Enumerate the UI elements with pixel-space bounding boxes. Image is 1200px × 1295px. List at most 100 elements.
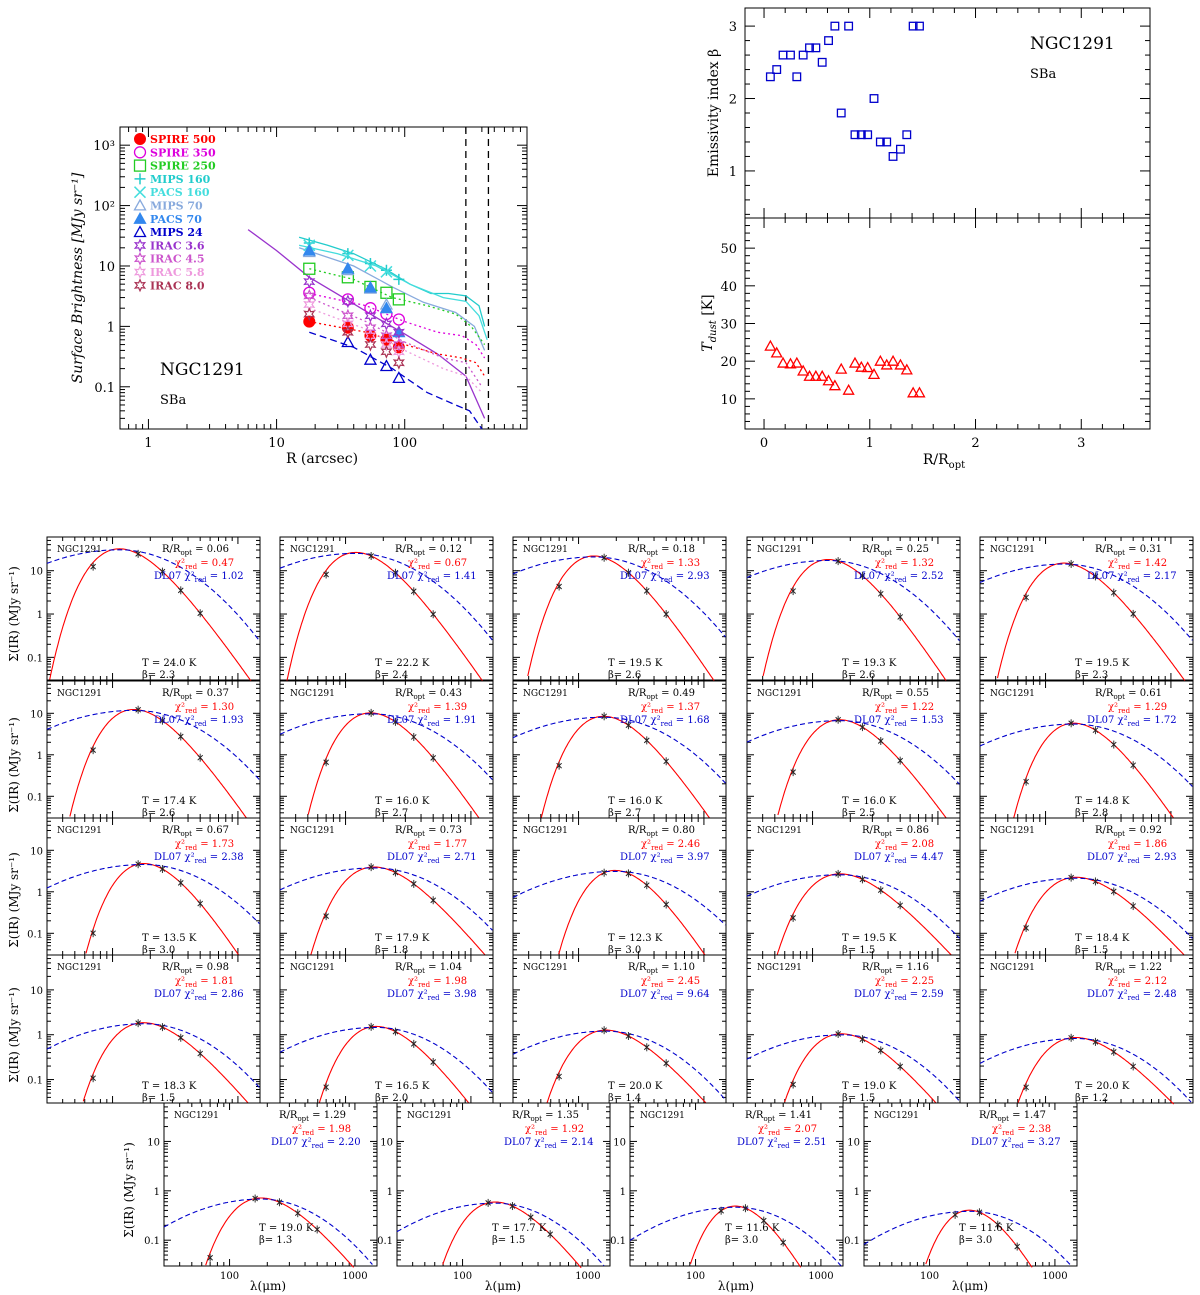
x-tick-label: 1000 (808, 1271, 833, 1282)
sed-xlabel-3: λ(μm) (718, 1279, 754, 1293)
sed-data-point (663, 1060, 670, 1067)
y-tick-label: 1 (37, 610, 43, 621)
sed-temperature-label: T = 22.2 K (375, 658, 430, 669)
sed-data-point (159, 1024, 166, 1030)
y-tick-label: 1 (854, 1187, 860, 1198)
sed-data-point (897, 614, 904, 620)
sed-data-point (1110, 741, 1117, 748)
sed-data-point (790, 915, 796, 921)
tdust-frame (744, 217, 1151, 430)
sed-beta-label: β= 3.0 (725, 1235, 758, 1246)
profile-point (392, 371, 406, 384)
sed-temperature-label: T = 17.7 K (492, 1223, 547, 1234)
sed-beta-label: β= 1.3 (259, 1235, 292, 1246)
profile-point (302, 243, 316, 256)
sed-chi-dl07-label: DL07 χ²red = 3.97 (620, 852, 710, 865)
tdust-point (816, 369, 829, 381)
profile-point (341, 293, 355, 306)
sed-galaxy-label: NGC1291 (57, 689, 102, 699)
sed-frame (512, 954, 727, 1104)
sed-galaxy-label: NGC1291 (57, 545, 102, 555)
sed-beta-label: β= 2.5 (842, 808, 875, 819)
sed-data-point (392, 569, 399, 576)
y-tick-label: 30 (720, 318, 737, 333)
sed-frame (746, 680, 961, 819)
x-tick-label: 1000 (1042, 1271, 1067, 1282)
mbb-fit-curve (762, 559, 947, 681)
sed-data-point (643, 1044, 650, 1051)
tdust-point (784, 357, 797, 369)
y-tick-label: 0.1 (94, 381, 115, 396)
tdust-point (900, 363, 913, 375)
tdust-point (770, 346, 783, 358)
sed-chi-dl07-label: DL07 χ²red = 2.38 (154, 852, 244, 865)
tdust-point (835, 362, 848, 374)
sed-data-point (601, 1027, 607, 1034)
sed-data-point (90, 1075, 96, 1082)
sed-temperature-label: T = 11.6 K (725, 1223, 780, 1234)
sed-data-point (1092, 1039, 1099, 1045)
sed-beta-label: β= 1.2 (1075, 1093, 1108, 1104)
legend-label: MIPS 24 (150, 226, 203, 239)
dl07-fit-curve (279, 867, 493, 931)
sed-radius-label: R/Ropt = 1.16 (862, 962, 929, 975)
sed-temperature-label: T = 12.3 K (608, 933, 663, 944)
sed-radius-label: R/Ropt = 0.92 (1095, 825, 1162, 838)
x-tick-label: 10 (268, 436, 285, 451)
tdust-point (776, 356, 790, 368)
dl07-fit-curve (512, 870, 726, 926)
sed-galaxy-label: NGC1291 (174, 1111, 219, 1121)
legend-label: IRAC 4.5 (150, 253, 205, 266)
sed-galaxy-label: NGC1291 (874, 1111, 919, 1121)
sed-data-point (1110, 1049, 1117, 1055)
sed-data-point (323, 571, 329, 578)
beta-point (786, 50, 795, 60)
sed-data-point (556, 762, 562, 769)
sed-data-point (663, 901, 670, 908)
profile-xlabel: R (arcsec) (286, 451, 358, 467)
y-tick-label: 1 (37, 751, 43, 762)
sed-data-point (368, 864, 374, 870)
dl07-fit-curve (746, 1034, 960, 1102)
profile-point (392, 355, 405, 370)
beta-point (824, 36, 833, 46)
sed-data-point (742, 1205, 749, 1212)
sed-chi-dl07-label: DL07 χ²red = 1.91 (387, 715, 477, 728)
beta-plot: 1 2 3 NGC1291 SBa Emissivity index β (706, 7, 1151, 219)
profile-point (380, 344, 393, 359)
sed-radius-label: R/Ropt = 1.47 (979, 1110, 1046, 1123)
mbb-fit-curve (776, 873, 954, 957)
sed-data-point (392, 718, 399, 725)
sed-data-point (410, 734, 417, 740)
sed-data-point (952, 1211, 958, 1218)
profile-point (392, 337, 405, 352)
mbb-fit-curve (546, 1029, 708, 1105)
beta-point (869, 94, 879, 103)
sed-data-point (392, 1028, 399, 1035)
sed-data-point (760, 1217, 767, 1224)
sed-data-point (90, 930, 96, 937)
tdust-point (842, 383, 855, 395)
sed-galaxy-label: NGC1291 (523, 689, 568, 699)
sed-data-point (790, 769, 796, 775)
profile-point (380, 264, 392, 276)
profile-frame (119, 126, 528, 430)
beta-ylabel: Emissivity index β (706, 49, 722, 177)
sed-chi-dl07-label: DL07 χ²red = 1.02 (154, 571, 244, 584)
sed-data-point (625, 722, 632, 729)
beta-point (875, 137, 885, 147)
sed-radius-label: R/Ropt = 1.35 (512, 1110, 579, 1123)
sed-data-point (368, 553, 374, 559)
dl07-fit-curve (279, 1026, 493, 1093)
model-curve (298, 247, 486, 351)
y-tick-label: 10 (613, 1137, 626, 1148)
sed-temperature-label: T = 16.0 K (608, 796, 663, 807)
beta-point (778, 50, 788, 60)
mbb-fit-curve (558, 869, 706, 956)
sed-chi-dl07-label: DL07 χ²red = 9.64 (620, 989, 710, 1002)
sed-galaxy-label: NGC1291 (407, 1111, 452, 1121)
profile-point (303, 307, 316, 322)
